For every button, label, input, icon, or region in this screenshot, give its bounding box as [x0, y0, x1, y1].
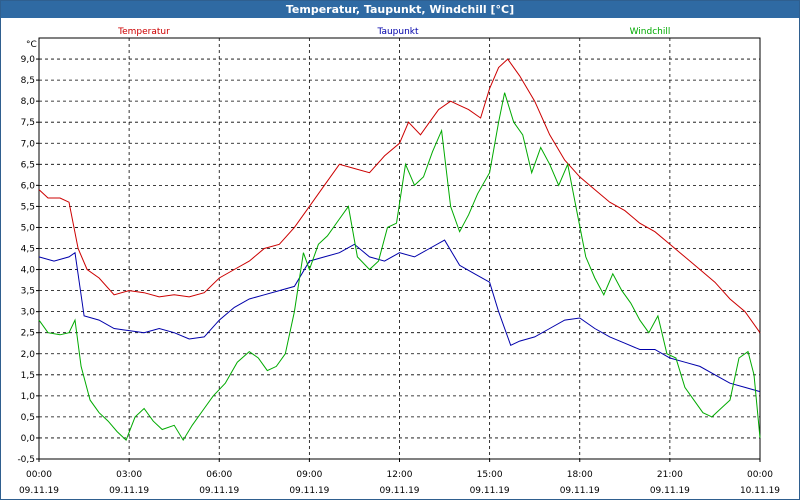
legend-windchill: Windchill [630, 27, 671, 37]
y-tick-label: 1,5 [21, 371, 35, 381]
y-tick-label: 6,5 [21, 160, 35, 170]
series-line-temperatur [38, 58, 761, 333]
x-tick-time: 06:00 [206, 470, 232, 480]
x-tick-time: 00:00 [26, 470, 52, 480]
series-line-taupunkt [38, 239, 761, 393]
legend-taupunkt: Taupunkt [376, 27, 419, 37]
y-tick-label: 3,5 [21, 287, 35, 297]
y-tick-label: 6,0 [21, 181, 36, 191]
x-tick-time: 03:00 [116, 470, 142, 480]
x-tick-date: 09.11.19 [199, 486, 239, 496]
x-tick-time: 00:00 [747, 470, 773, 480]
y-tick-label: 9,0 [21, 55, 36, 65]
legend-temperatur: Temperatur [117, 27, 170, 37]
y-tick-label: 4,5 [21, 245, 35, 255]
x-tick-date: 09.11.19 [289, 486, 329, 496]
x-axis: 00:00 09.11.19 03:00 09.11.19 06:00 09.11.19 0… [19, 459, 780, 496]
y-tick-label: 5,0 [21, 223, 36, 233]
x-tick-time: 18:00 [567, 470, 593, 480]
series-line-windchill [38, 92, 761, 442]
x-tick-date: 09.11.19 [379, 486, 419, 496]
window-title: Temperatur, Taupunkt, Windchill [°C] [1, 1, 799, 18]
y-tick-label: 7,0 [21, 139, 36, 149]
x-tick-date: 10.11.19 [740, 486, 780, 496]
y-tick-label: 0,0 [21, 434, 36, 444]
y-tick-label: 2,0 [21, 350, 36, 360]
x-tick-date: 09.11.19 [19, 486, 59, 496]
y-tick-label: 8,5 [21, 76, 35, 86]
y-axis-label: °C [26, 40, 37, 50]
x-tick-date: 09.11.19 [109, 486, 149, 496]
y-tick-label: 1,0 [21, 392, 36, 402]
y-tick-label: 7,5 [21, 118, 35, 128]
y-tick-label: 5,5 [21, 202, 35, 212]
gridlines [39, 38, 760, 459]
y-tick-label: 0,5 [21, 413, 35, 423]
series-lines [38, 58, 761, 442]
x-tick-time: 12:00 [387, 470, 413, 480]
x-tick-date: 09.11.19 [560, 486, 600, 496]
x-tick-time: 09:00 [296, 470, 322, 480]
y-tick-label: 3,0 [21, 308, 36, 318]
y-tick-label: 8,0 [21, 97, 36, 107]
x-tick-date: 09.11.19 [470, 486, 510, 496]
y-tick-label: -0,5 [17, 455, 35, 465]
y-tick-label: 2,5 [21, 329, 35, 339]
x-tick-time: 21:00 [657, 470, 683, 480]
x-tick-time: 15:00 [477, 470, 503, 480]
y-axis: 9,0 8,5 8,0 7,5 7,0 6,5 6,0 5,5 5,0 4,5 4,0 3,5 3,0 2… [17, 40, 39, 465]
legend: Temperatur Taupunkt Windchill [117, 27, 670, 37]
x-tick-date: 09.11.19 [650, 486, 690, 496]
y-tick-label: 4,0 [21, 266, 36, 276]
